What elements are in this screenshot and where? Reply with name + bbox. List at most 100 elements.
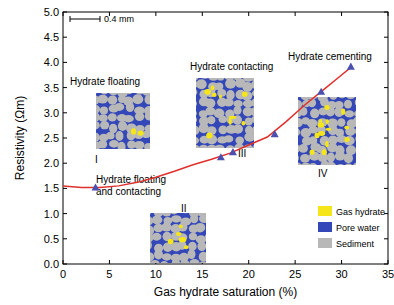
x-tick-top	[295, 12, 296, 16]
inset-hydrate	[204, 89, 211, 95]
inset-water	[96, 93, 150, 149]
inset-grain	[123, 115, 134, 122]
x-tick-top	[202, 12, 203, 16]
y-tick	[63, 87, 67, 88]
inset-grain	[115, 131, 123, 141]
inset-grain	[356, 144, 357, 152]
inset-grain	[353, 162, 356, 165]
y-tick-label: 1.0	[44, 208, 59, 220]
inset-grain	[205, 233, 206, 240]
x-tick	[341, 260, 342, 264]
inset-grain	[109, 140, 119, 148]
inset-grain	[214, 145, 224, 148]
y-tick	[63, 37, 67, 38]
inset-grain	[233, 106, 241, 115]
y-tick-label: 5.0	[44, 6, 59, 18]
data-point	[217, 153, 225, 160]
phase-legend: Gas hydratePore waterSediment	[318, 206, 385, 249]
x-tick-label: 15	[196, 268, 208, 280]
inset-grain	[196, 109, 197, 117]
legend-label: Gas hydrate	[336, 207, 385, 217]
inset-hydrate	[325, 119, 329, 124]
inset-hydrate	[168, 239, 174, 245]
inset-grain	[252, 126, 254, 136]
inset-grain	[150, 260, 159, 263]
inset-hydrate	[211, 85, 215, 90]
inset-grain	[300, 154, 310, 163]
y-tick-label: 3.5	[44, 82, 59, 94]
inset-grain	[225, 79, 236, 89]
inset-hydrate	[179, 225, 183, 228]
inset-grain	[199, 215, 206, 223]
inset-grain	[207, 116, 215, 124]
y-tick-right	[384, 264, 388, 265]
inset-grain	[187, 249, 195, 259]
inset-grain	[337, 97, 347, 98]
inset-grain	[251, 81, 254, 89]
x-tick-label: 5	[106, 268, 112, 280]
inset-grain	[326, 162, 337, 165]
legend-label: Pore water	[336, 223, 380, 233]
inset-grain	[355, 134, 356, 143]
inset-grain	[96, 121, 100, 130]
scale-bar-label: 0.4 mm	[104, 14, 134, 24]
data-point	[229, 148, 237, 155]
y-tick-label: 0.5	[44, 233, 59, 245]
plot-frame	[63, 12, 388, 264]
inset-grain	[251, 116, 254, 123]
inset-grain	[189, 259, 199, 263]
scale-bar-end	[70, 16, 71, 22]
inset-grain	[118, 142, 126, 149]
inset-grain	[242, 91, 253, 100]
inset-hydrate	[344, 137, 349, 142]
inset-hydrate	[344, 126, 349, 130]
inset-grain	[235, 136, 244, 144]
x-tick	[388, 260, 389, 264]
inset-label: IV	[318, 168, 328, 179]
x-tick-label: 0	[60, 268, 66, 280]
legend-swatch	[318, 222, 332, 232]
inset-hydrate	[310, 149, 315, 154]
y-tick-right	[384, 12, 388, 13]
inset-hydrate	[315, 132, 320, 138]
y-tick-label: 1.5	[44, 182, 59, 194]
y-tick-label: 4.0	[44, 56, 59, 68]
inset-grain	[308, 163, 317, 165]
inset-grain	[345, 110, 354, 117]
inset-grain	[190, 214, 198, 223]
inset-grain	[327, 153, 335, 163]
data-point	[92, 183, 100, 190]
inset-hydrate	[242, 121, 246, 126]
inset-caption: Hydrate contacting	[190, 61, 273, 72]
inset-grain	[233, 124, 243, 133]
inset-grain	[345, 97, 356, 99]
x-tick-label: 25	[289, 268, 301, 280]
x-tick-top	[248, 12, 249, 16]
inset-grain	[100, 107, 108, 115]
inset-grain	[97, 95, 108, 104]
inset-grain	[150, 213, 152, 215]
inset-grain	[109, 124, 117, 134]
inset-grain	[154, 249, 163, 259]
inset-grain	[144, 143, 150, 149]
y-tick-right	[384, 37, 388, 38]
inset-grain	[250, 107, 254, 116]
y-tick	[63, 188, 67, 189]
inset-grain	[162, 253, 172, 261]
x-tick-label: 10	[150, 268, 162, 280]
inset-grain	[145, 95, 150, 105]
inset-grain	[152, 215, 163, 224]
inset-grain	[161, 223, 171, 232]
inset-texture	[298, 97, 356, 165]
inset-texture	[96, 93, 150, 149]
x-tick	[295, 260, 296, 264]
inset-grain	[344, 100, 352, 109]
inset-grain	[199, 145, 208, 148]
x-tick-label: 20	[243, 268, 255, 280]
y-tick	[63, 112, 67, 113]
data-point	[271, 130, 279, 137]
y-tick-label: 4.5	[44, 31, 59, 43]
inset-grain	[99, 114, 108, 122]
inset-grain	[354, 110, 356, 118]
inset-grain	[251, 98, 254, 108]
